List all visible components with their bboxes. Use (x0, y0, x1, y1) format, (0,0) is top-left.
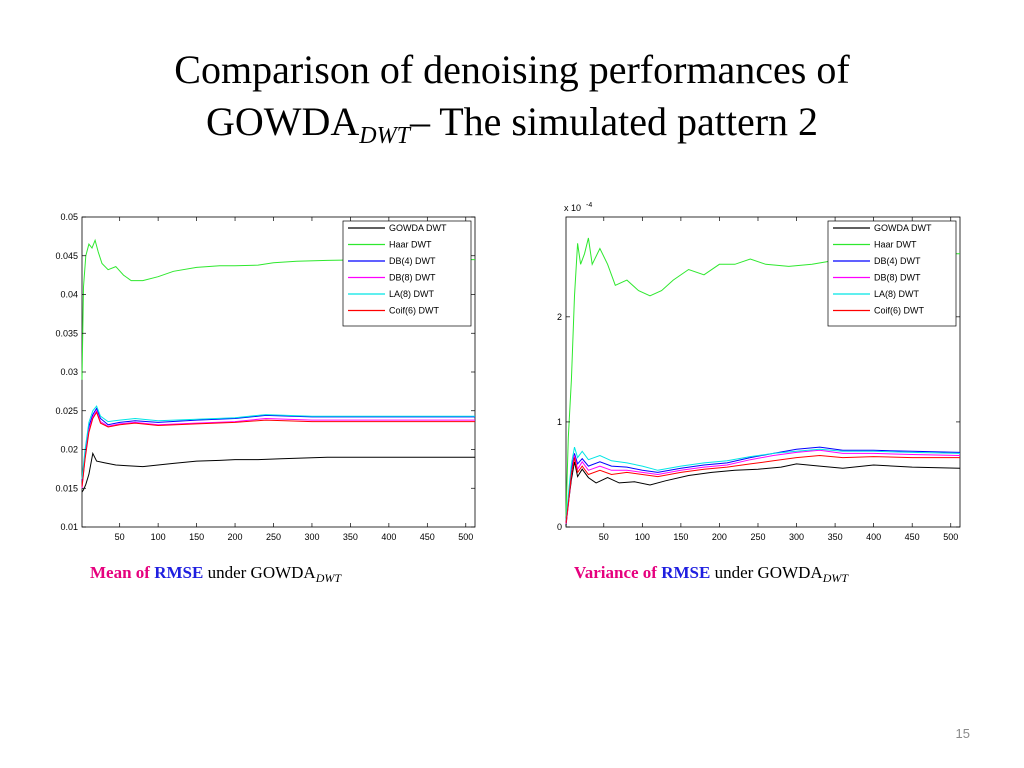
x-tick-label: 150 (189, 532, 204, 542)
y-exponent-label: x 10 (564, 203, 581, 213)
series-line-db-8-dwt (565, 449, 961, 524)
title-rest: – The simulated pattern 2 (409, 99, 819, 144)
caption-left-part3: under GOWDA (207, 563, 316, 582)
legend-entry: LA(8) DWT (389, 289, 435, 299)
legend-entry: DB(4) DWT (874, 256, 921, 266)
x-tick-label: 450 (420, 532, 435, 542)
series-line-haar-dwt (565, 237, 960, 517)
x-tick-label: 100 (151, 532, 166, 542)
caption-left-part1: Mean of (90, 563, 150, 582)
legend-entry: Coif(6) DWT (874, 306, 924, 316)
y-tick-label: 0.01 (60, 522, 78, 532)
caption-right-subscript: DWT (822, 571, 849, 585)
y-tick-label: 0.045 (55, 251, 78, 261)
legend-entry: DB(8) DWT (874, 273, 921, 283)
series-line-la-8-dwt (565, 446, 961, 521)
y-exponent-power: -4 (586, 202, 592, 209)
slide-title: Comparison of denoising performances of … (0, 44, 1024, 162)
x-tick-label: 250 (750, 532, 765, 542)
x-tick-label: 500 (458, 532, 473, 542)
y-tick-label: 0.03 (60, 367, 78, 377)
y-tick-label: 0.04 (60, 290, 78, 300)
x-tick-label: 400 (866, 532, 881, 542)
mean-rmse-caption: Mean of RMSE under GOWDADWT (90, 563, 341, 586)
x-tick-label: 50 (115, 532, 125, 542)
legend-entry: GOWDA DWT (389, 223, 447, 233)
series-line-db-4-dwt (81, 407, 475, 481)
x-tick-label: 250 (266, 532, 281, 542)
series-line-gowda-dwt (81, 451, 475, 493)
y-tick-label: 0.02 (60, 445, 78, 455)
x-tick-label: 450 (905, 532, 920, 542)
x-tick-label: 150 (673, 532, 688, 542)
series-line-gowda-dwt (565, 461, 961, 526)
caption-right-part1: Variance of (574, 563, 657, 582)
legend-entry: DB(8) DWT (389, 273, 436, 283)
series-line-db-8-dwt (81, 409, 475, 489)
title-line-1: Comparison of denoising performances of (174, 47, 850, 92)
series-line-la-8-dwt (81, 405, 475, 479)
legend-box (342, 220, 472, 327)
title-gowda: GOWDA (205, 99, 360, 144)
x-tick-label: 200 (228, 532, 243, 542)
x-tick-label: 200 (712, 532, 727, 542)
x-tick-label: 400 (381, 532, 396, 542)
x-tick-label: 50 (599, 532, 609, 542)
y-tick-label: 0.025 (55, 406, 78, 416)
y-tick-label: 0.015 (55, 483, 78, 493)
page-number: 15 (955, 726, 970, 741)
y-tick-label: 0.035 (55, 328, 78, 338)
legend-entry: Haar DWT (389, 240, 432, 250)
caption-left-part2: RMSE (154, 563, 204, 582)
y-tick-label: 1 (557, 417, 562, 427)
y-tick-label: 2 (557, 312, 562, 322)
y-tick-label: 0 (557, 522, 562, 532)
caption-right-part3: under GOWDA (714, 563, 823, 582)
x-tick-label: 350 (828, 532, 843, 542)
y-tick-label: 0.05 (60, 212, 78, 222)
title-line-2: GOWDADWT– The simulated pattern 2 (0, 96, 1024, 162)
legend-entry: Haar DWT (874, 240, 917, 250)
series-line-coif-6-dwt (81, 411, 475, 487)
mean-rmse-chart: 50 100 150 200 250 300 350 400 450 500 0.01 0.015 0.… (55, 212, 476, 542)
x-tick-label: 300 (789, 532, 804, 542)
title-subscript: DWT (359, 123, 410, 149)
x-tick-label: 100 (635, 532, 650, 542)
legend-entry: DB(4) DWT (389, 256, 436, 266)
series-line-haar-dwt (81, 238, 475, 380)
legend-entry: LA(8) DWT (874, 289, 920, 299)
x-tick-label: 350 (343, 532, 358, 542)
series-line-coif-6-dwt (565, 454, 960, 523)
variance-rmse-caption: Variance of RMSE under GOWDADWT (574, 563, 848, 586)
x-tick-label: 500 (943, 532, 958, 542)
caption-left-subscript: DWT (315, 571, 342, 585)
variance-rmse-chart: 50 100 150 200 250 300 350 400 450 500 0 1 2 x 10 -4 GO… (557, 202, 961, 542)
caption-right-part2: RMSE (661, 563, 711, 582)
legend-entry: GOWDA DWT (874, 223, 932, 233)
series-line-db-4-dwt (565, 446, 961, 522)
legend-box (827, 220, 957, 327)
legend-entry: Coif(6) DWT (389, 306, 439, 316)
x-tick-label: 300 (304, 532, 319, 542)
